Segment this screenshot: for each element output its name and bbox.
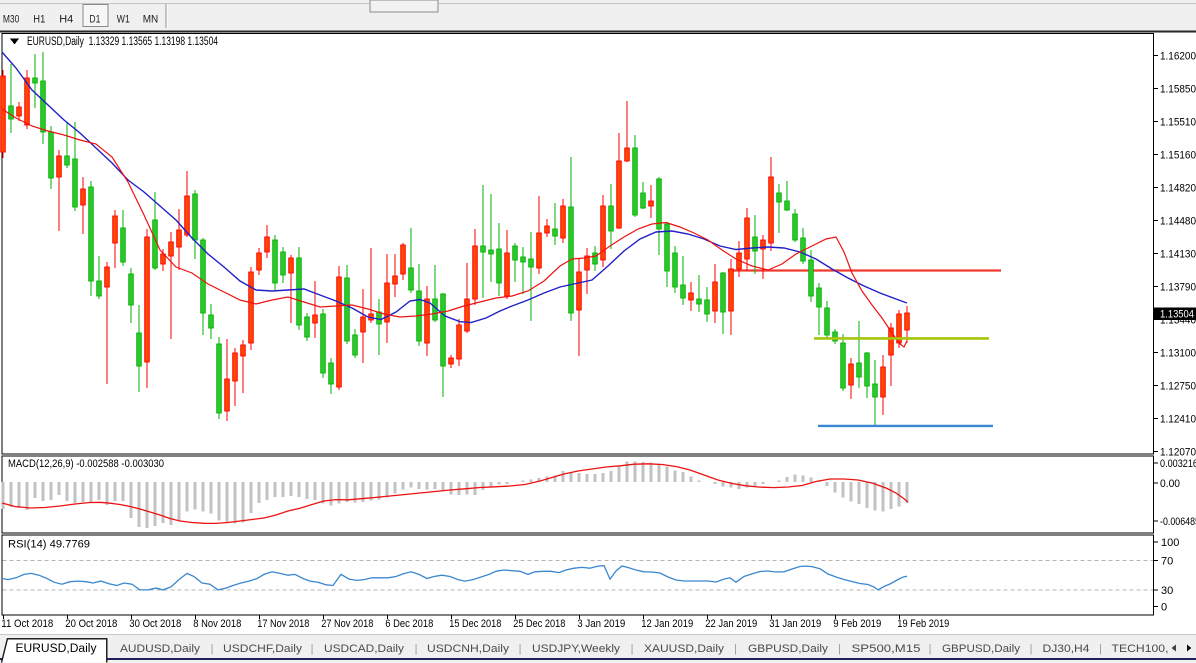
svg-text:1.12410: 1.12410 [1160, 413, 1196, 425]
svg-text:MN: MN [143, 14, 159, 26]
svg-text:|: | [519, 643, 522, 655]
svg-text:GBPUSD,Daily: GBPUSD,Daily [748, 643, 829, 655]
svg-text:|: | [211, 643, 214, 655]
svg-text:0: 0 [1161, 601, 1167, 613]
svg-text:W1: W1 [117, 14, 130, 26]
svg-text:AUDUSD,Daily: AUDUSD,Daily [120, 643, 201, 655]
svg-text:70: 70 [1161, 555, 1173, 567]
svg-text:1.15510: 1.15510 [1160, 116, 1196, 128]
svg-text:|: | [1099, 643, 1102, 655]
svg-text:MACD(12,26,9) -0.002588 -0.003: MACD(12,26,9) -0.002588 -0.003030 [8, 458, 164, 470]
svg-text:USDJPY,Weekly: USDJPY,Weekly [532, 643, 621, 655]
svg-text:-0.006485: -0.006485 [1160, 516, 1196, 528]
svg-text:100: 100 [1161, 537, 1179, 549]
svg-text:1.13504: 1.13504 [1160, 309, 1194, 321]
svg-text:0.003216: 0.003216 [1160, 458, 1196, 470]
svg-text:EURUSD,Daily 1.13329 1.13565: EURUSD,Daily 1.13329 1.13565 1.13198 1.1… [27, 36, 218, 48]
svg-text:1.14480: 1.14480 [1160, 215, 1196, 227]
svg-text:15 Dec 2018: 15 Dec 2018 [449, 618, 501, 630]
svg-text:12 Jan 2019: 12 Jan 2019 [641, 618, 693, 630]
svg-text:1.14130: 1.14130 [1160, 248, 1196, 260]
svg-text:30 Oct 2018: 30 Oct 2018 [129, 618, 181, 630]
svg-text:1.12070: 1.12070 [1160, 446, 1196, 458]
svg-text:M30: M30 [3, 14, 20, 26]
svg-text:22 Jan 2019: 22 Jan 2019 [705, 618, 757, 630]
svg-text:DJ30,H4: DJ30,H4 [1043, 643, 1090, 655]
svg-text:25 Dec 2018: 25 Dec 2018 [513, 618, 565, 630]
svg-text:27 Nov 2018: 27 Nov 2018 [321, 618, 373, 630]
svg-text:RSI(14) 49.7769: RSI(14) 49.7769 [8, 539, 90, 551]
svg-text:6 Dec 2018: 6 Dec 2018 [385, 618, 433, 630]
svg-text:9 Feb 2019: 9 Feb 2019 [833, 618, 881, 630]
svg-text:1.12750: 1.12750 [1160, 380, 1196, 392]
svg-text:0.00: 0.00 [1160, 478, 1180, 490]
svg-text:11 Oct 2018: 11 Oct 2018 [1, 618, 53, 630]
svg-text:SP500,M15: SP500,M15 [852, 643, 921, 655]
svg-text:1.13100: 1.13100 [1160, 347, 1196, 359]
svg-text:GBPUSD,Daily: GBPUSD,Daily [942, 643, 1021, 655]
svg-text:1.15160: 1.15160 [1160, 149, 1196, 161]
svg-text:TECH100,: TECH100, [1112, 643, 1169, 655]
svg-text:|: | [929, 643, 932, 655]
svg-text:8 Nov 2018: 8 Nov 2018 [193, 618, 241, 630]
svg-text:XAUUSD,Daily: XAUUSD,Daily [644, 643, 725, 655]
svg-text:31 Jan 2019: 31 Jan 2019 [769, 618, 821, 630]
svg-text:H4: H4 [59, 14, 73, 26]
svg-text:|: | [311, 643, 314, 655]
svg-text:30: 30 [1161, 585, 1173, 597]
svg-text:|: | [631, 643, 634, 655]
svg-text:USDCHF,Daily: USDCHF,Daily [223, 643, 303, 655]
svg-text:|: | [415, 643, 418, 655]
svg-text:EURUSD,Daily: EURUSD,Daily [16, 643, 97, 655]
svg-text:H1: H1 [33, 14, 45, 26]
svg-text:17 Nov 2018: 17 Nov 2018 [257, 618, 309, 630]
svg-text:20 Oct 2018: 20 Oct 2018 [65, 618, 117, 630]
svg-text:USDCNH,Daily: USDCNH,Daily [427, 643, 510, 655]
svg-text:3 Jan 2019: 3 Jan 2019 [577, 618, 625, 630]
svg-text:19 Feb 2019: 19 Feb 2019 [897, 618, 949, 630]
svg-text:1.16200: 1.16200 [1160, 50, 1196, 62]
svg-text:1.13790: 1.13790 [1160, 281, 1196, 293]
svg-text:1.14820: 1.14820 [1160, 182, 1196, 194]
svg-text:|: | [734, 643, 737, 655]
svg-text:1.15850: 1.15850 [1160, 83, 1196, 95]
svg-text:USDCAD,Daily: USDCAD,Daily [324, 643, 405, 655]
svg-text:D1: D1 [89, 14, 100, 26]
svg-text:|: | [838, 643, 841, 655]
svg-text:|: | [1030, 643, 1033, 655]
